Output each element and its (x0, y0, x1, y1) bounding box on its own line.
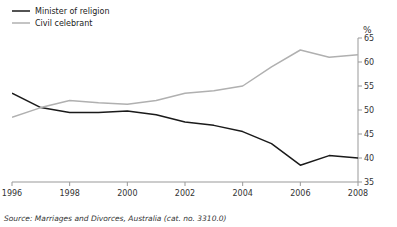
x-tick-label: 2000 (117, 189, 137, 198)
x-tick (69, 182, 70, 186)
y-tick (358, 62, 362, 63)
chart: 1996 1998 2000 2002 2004 2006 2008 35 40 45 50 55 60… (0, 0, 397, 227)
y-tick-label: 35 (364, 178, 374, 187)
y-tick-label: 40 (364, 154, 374, 163)
legend-swatch (12, 10, 30, 12)
y-tick-label: 55 (364, 82, 374, 91)
y-tick (358, 182, 362, 183)
y-label: % (363, 25, 372, 35)
x-tick (12, 182, 13, 186)
x-tick-label: 2006 (290, 189, 310, 198)
y-tick-label: 65 (364, 34, 374, 43)
axes: 1996 1998 2000 2002 2004 2006 2008 35 40 45 50 55 60… (2, 34, 374, 198)
x-tick (300, 182, 301, 186)
x-tick (358, 182, 359, 186)
page: {"chart_data": {"type": "line", "x": [19… (0, 0, 397, 227)
legend-swatch (12, 22, 30, 24)
x-tick-label: 2004 (232, 189, 252, 198)
series-line (12, 93, 358, 165)
x-tick-label: 2008 (348, 189, 368, 198)
y-tick (358, 158, 362, 159)
x-tick (185, 182, 186, 186)
y-tick-label: 45 (364, 130, 374, 139)
y-tick (358, 134, 362, 135)
x-tick-label: 1998 (59, 189, 79, 198)
x-tick-label: 1996 (2, 189, 22, 198)
y-tick-label: 50 (364, 106, 374, 115)
y-tick (358, 86, 362, 87)
series-lines (12, 50, 358, 165)
x-tick-label: 2002 (175, 189, 195, 198)
y-tick (358, 110, 362, 111)
x-tick (127, 182, 128, 186)
y-tick-label: 60 (364, 58, 374, 67)
legend-label: Civil celebrant (35, 19, 92, 28)
legend: Minister of religion Civil celebrant (12, 7, 109, 28)
series-line (12, 50, 358, 117)
x-tick (242, 182, 243, 186)
legend-label: Minister of religion (35, 7, 109, 16)
source-note: Source: Marriages and Divorces, Australi… (4, 214, 227, 223)
y-tick (358, 38, 362, 39)
